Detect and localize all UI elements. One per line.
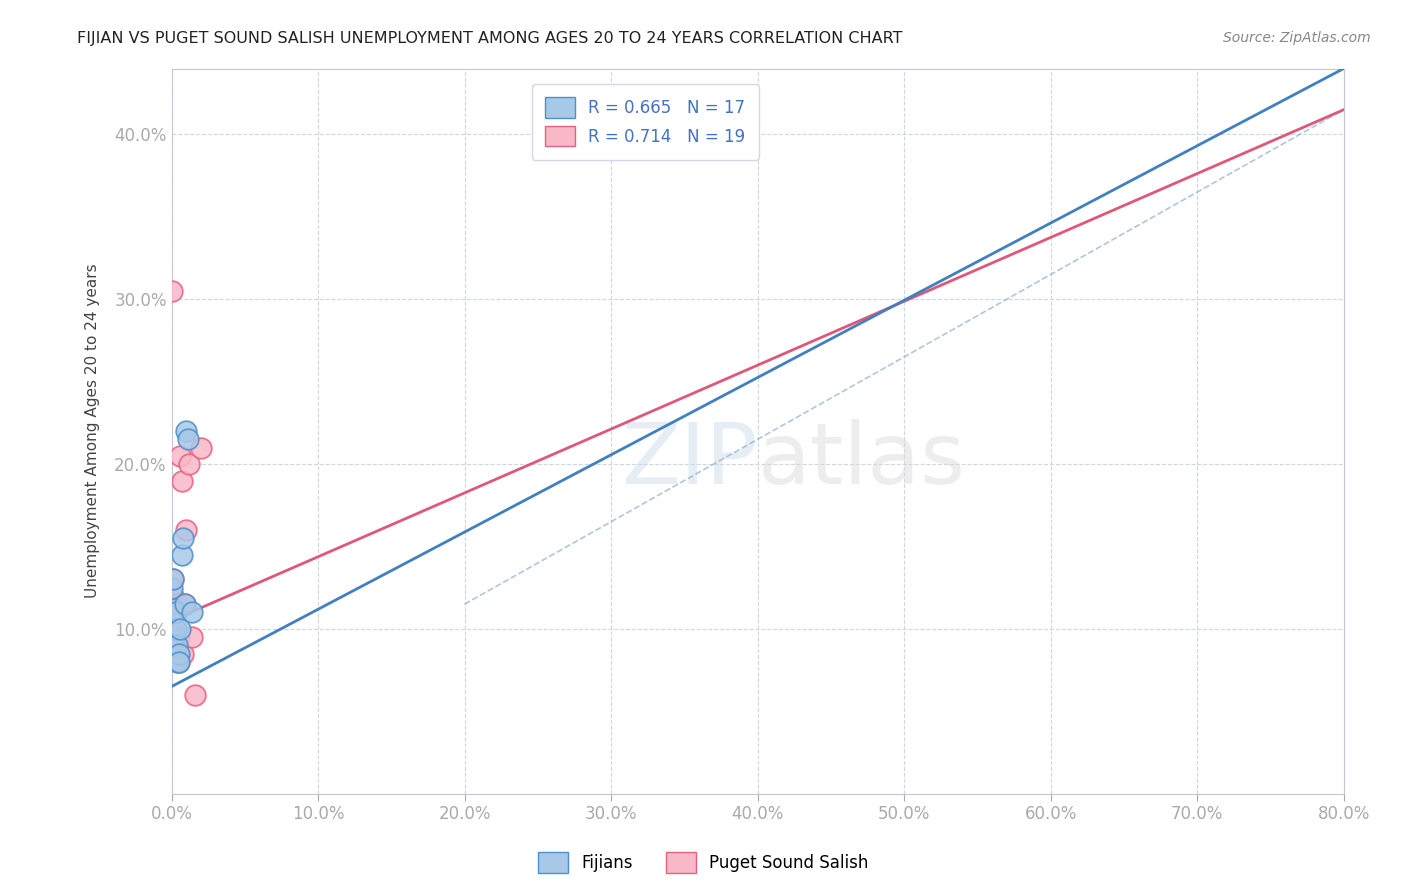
Point (169, 449, 191, 463)
Point (167, 655, 190, 669)
Legend: R = 0.665   N = 17, R = 0.714   N = 19: R = 0.665 N = 17, R = 0.714 N = 19 (531, 84, 759, 160)
Point (165, 622, 187, 636)
Point (174, 523, 197, 537)
Point (179, 457, 201, 471)
Legend: Fijians, Puget Sound Salish: Fijians, Puget Sound Salish (531, 846, 875, 880)
Point (181, 606, 204, 620)
Point (166, 655, 188, 669)
Point (165, 606, 187, 620)
Point (165, 606, 187, 620)
Point (162, 573, 184, 587)
Point (172, 531, 194, 545)
Text: ZIP: ZIP (621, 418, 758, 501)
Point (173, 597, 195, 611)
Point (174, 424, 197, 438)
Point (190, 441, 212, 455)
Point (176, 433, 198, 447)
Point (173, 597, 195, 611)
Point (163, 606, 186, 620)
Point (167, 655, 190, 669)
Text: Source: ZipAtlas.com: Source: ZipAtlas.com (1223, 31, 1371, 45)
Point (166, 597, 188, 611)
Y-axis label: Unemployment Among Ages 20 to 24 years: Unemployment Among Ages 20 to 24 years (86, 264, 100, 599)
Point (167, 647, 190, 661)
Point (167, 630, 190, 644)
Point (163, 602, 186, 616)
Point (169, 622, 191, 636)
Point (162, 589, 184, 603)
Text: FIJIAN VS PUGET SOUND SALISH UNEMPLOYMENT AMONG AGES 20 TO 24 YEARS CORRELATION : FIJIAN VS PUGET SOUND SALISH UNEMPLOYMEN… (77, 31, 903, 46)
Point (184, 688, 207, 702)
Point (165, 630, 187, 644)
Point (160, 581, 183, 595)
Point (162, 573, 184, 587)
Point (170, 474, 193, 488)
Point (181, 630, 204, 644)
Point (160, 284, 183, 298)
Point (172, 647, 194, 661)
Point (163, 622, 186, 636)
Point (163, 630, 186, 644)
Text: atlas: atlas (758, 418, 966, 501)
Point (170, 548, 193, 562)
Point (166, 638, 188, 652)
